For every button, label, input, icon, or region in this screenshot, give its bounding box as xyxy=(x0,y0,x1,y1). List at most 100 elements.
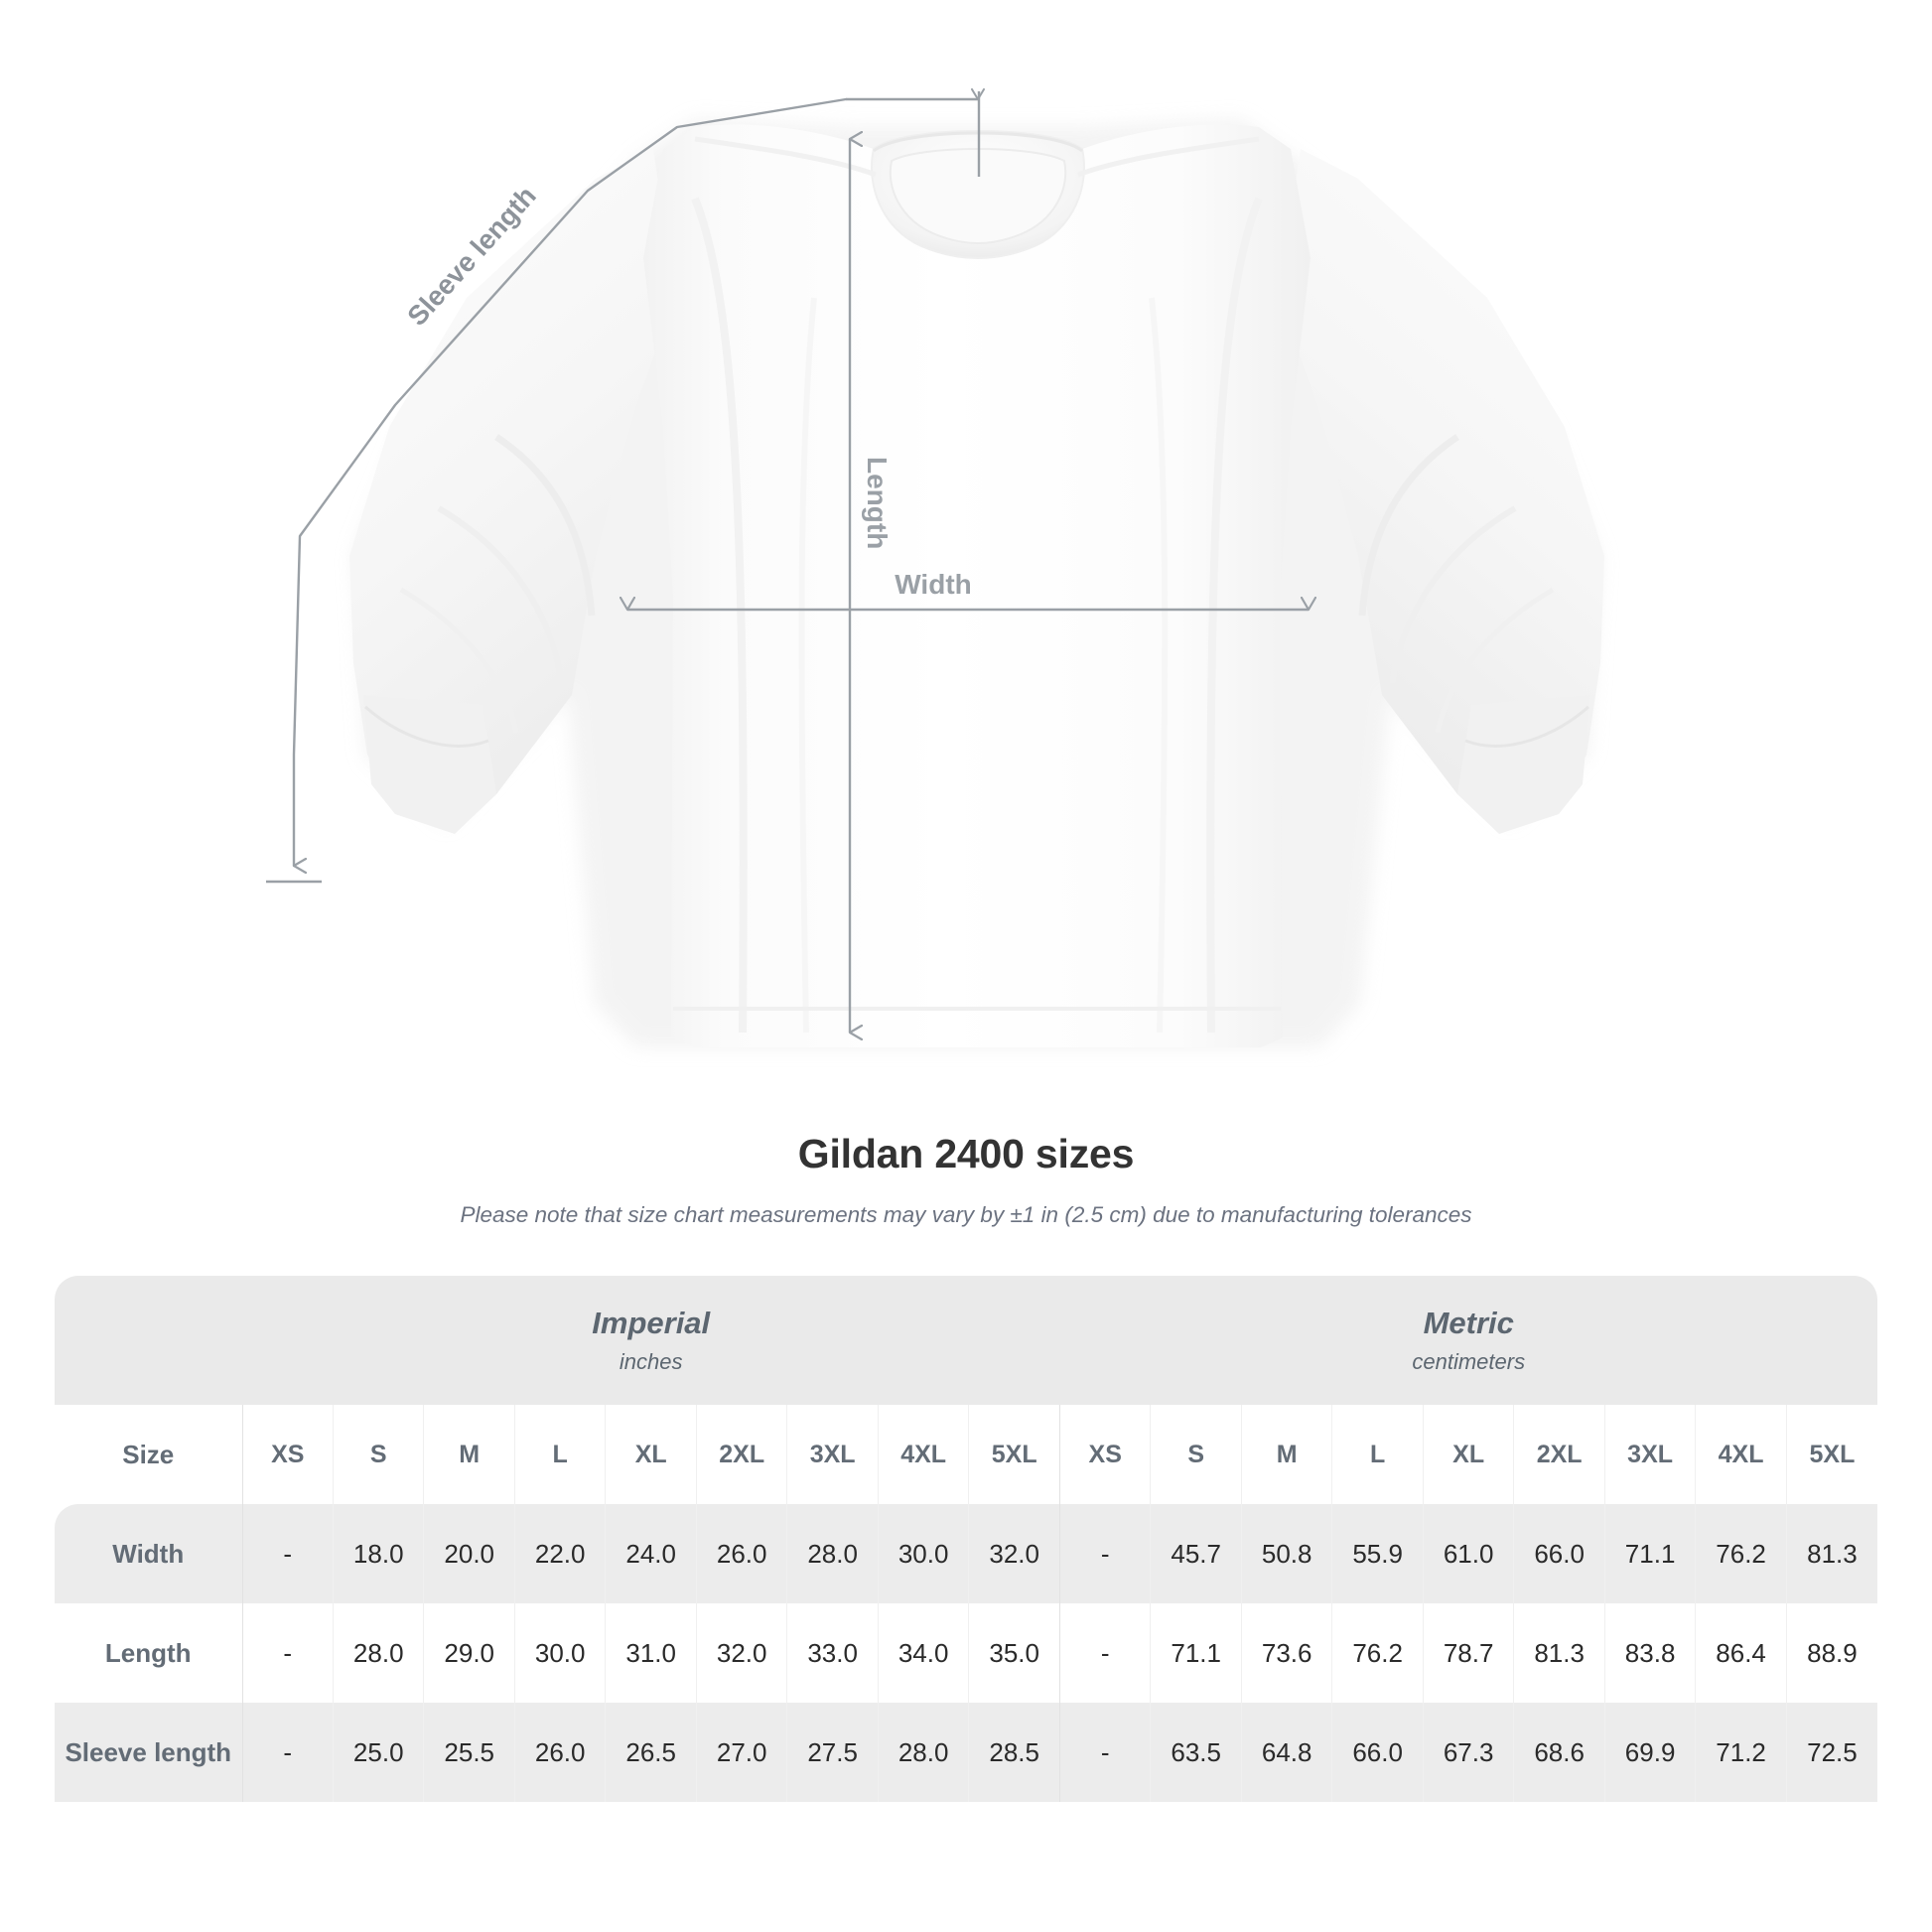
collar-inner xyxy=(889,148,1067,244)
cell-length-imperial-l: 30.0 xyxy=(513,1603,606,1703)
cell-width-imperial-xl: 24.0 xyxy=(605,1504,697,1603)
table-row-length: Length - 28.0 29.0 30.0 31.0 32.0 33.0 3… xyxy=(55,1603,1877,1703)
cell-sleeve-imperial-5xl: 28.5 xyxy=(968,1703,1060,1802)
cell-sleeve-metric-xl: 67.3 xyxy=(1422,1703,1514,1802)
right-cuff xyxy=(1457,695,1590,834)
page-title: Gildan 2400 sizes xyxy=(797,1131,1135,1176)
body-side-seam-left xyxy=(691,197,748,1034)
cell-width-imperial-3xl: 28.0 xyxy=(786,1504,879,1603)
cell-sleeve-imperial-l: 26.0 xyxy=(513,1703,606,1802)
length-measure: Length xyxy=(848,139,893,1033)
cell-width-metric-3xl: 71.1 xyxy=(1603,1504,1696,1603)
size-header-imperial-4xl: 4XL xyxy=(877,1405,969,1504)
cell-width-metric-xs: - xyxy=(1058,1504,1151,1603)
size-header-metric-2xl: 2XL xyxy=(1513,1405,1605,1504)
cell-sleeve-metric-2xl: 68.6 xyxy=(1513,1703,1605,1802)
cell-sleeve-metric-l: 66.0 xyxy=(1331,1703,1424,1802)
unit-header-metric-name: Metric xyxy=(1423,1305,1514,1340)
cell-length-imperial-5xl: 35.0 xyxy=(968,1603,1060,1703)
unit-header-spacer xyxy=(55,1276,242,1405)
cell-length-metric-5xl: 88.9 xyxy=(1785,1603,1877,1703)
cell-width-metric-5xl: 81.3 xyxy=(1785,1504,1877,1603)
size-header-imperial-5xl: 5XL xyxy=(968,1405,1060,1504)
unit-header-imperial: Imperial inches xyxy=(242,1276,1060,1405)
body-fold-2 xyxy=(1149,297,1169,1034)
right-sleeve-fold-1 xyxy=(1358,434,1459,617)
size-header-metric-m: M xyxy=(1240,1405,1332,1504)
cell-sleeve-metric-3xl: 69.9 xyxy=(1603,1703,1696,1802)
body-side-seam-right xyxy=(1206,197,1263,1034)
cell-width-imperial-5xl: 32.0 xyxy=(968,1504,1060,1603)
cell-sleeve-imperial-xl: 26.5 xyxy=(605,1703,697,1802)
size-header-imperial-l: L xyxy=(513,1405,606,1504)
cell-width-metric-s: 45.7 xyxy=(1150,1504,1242,1603)
cell-sleeve-metric-m: 64.8 xyxy=(1240,1703,1332,1802)
body-fold-1 xyxy=(798,297,817,1034)
cell-width-imperial-s: 18.0 xyxy=(332,1504,424,1603)
left-sleeve xyxy=(349,149,675,830)
size-header-metric-l: L xyxy=(1331,1405,1424,1504)
left-sleeve-fold-3 xyxy=(399,587,519,734)
cell-width-metric-l: 55.9 xyxy=(1331,1504,1424,1603)
size-header-row: Size XS S M L XL 2XL 3XL 4XL 5XL XS S M … xyxy=(55,1405,1877,1504)
left-sleeve-fold-2 xyxy=(437,505,565,684)
unit-header-row: Imperial inches Metric centimeters xyxy=(55,1276,1877,1405)
cell-length-metric-s: 71.1 xyxy=(1150,1603,1242,1703)
unit-header-imperial-sub: inches xyxy=(619,1348,683,1374)
cell-sleeve-imperial-m: 25.5 xyxy=(423,1703,515,1802)
table-row-width: Width - 18.0 20.0 22.0 24.0 26.0 28.0 30… xyxy=(55,1504,1877,1603)
width-label: Width xyxy=(895,569,972,600)
cell-length-metric-3xl: 83.8 xyxy=(1603,1603,1696,1703)
row-label-width: Width xyxy=(55,1504,242,1603)
right-sleeve-fold-2 xyxy=(1389,505,1517,684)
cell-sleeve-imperial-xs: - xyxy=(241,1703,334,1802)
unit-header-metric: Metric centimeters xyxy=(1059,1276,1877,1405)
row-label-sleeve-length: Sleeve length xyxy=(55,1703,242,1802)
cell-sleeve-imperial-s: 25.0 xyxy=(332,1703,424,1802)
cell-width-imperial-m: 20.0 xyxy=(423,1504,515,1603)
cell-width-imperial-l: 22.0 xyxy=(513,1504,606,1603)
right-sleeve xyxy=(1279,149,1604,830)
size-header-metric-5xl: 5XL xyxy=(1785,1405,1877,1504)
size-chart-table-wrapper: Imperial inches Metric centimeters Size … xyxy=(55,1276,1877,1802)
cell-sleeve-metric-5xl: 72.5 xyxy=(1785,1703,1877,1802)
page-subtitle: Please note that size chart measurements… xyxy=(460,1202,1472,1228)
size-header-imperial-2xl: 2XL xyxy=(695,1405,787,1504)
size-header-imperial-xl: XL xyxy=(605,1405,697,1504)
unit-header-metric-sub: centimeters xyxy=(1412,1348,1526,1374)
size-header-metric-4xl: 4XL xyxy=(1695,1405,1787,1504)
cell-sleeve-metric-4xl: 71.2 xyxy=(1695,1703,1787,1802)
cell-length-imperial-3xl: 33.0 xyxy=(786,1603,879,1703)
size-chart-table: Imperial inches Metric centimeters Size … xyxy=(55,1276,1877,1802)
cell-length-metric-l: 76.2 xyxy=(1331,1603,1424,1703)
cell-sleeve-metric-s: 63.5 xyxy=(1150,1703,1242,1802)
left-cuff xyxy=(363,695,496,834)
cell-length-metric-m: 73.6 xyxy=(1240,1603,1332,1703)
cell-length-imperial-2xl: 32.0 xyxy=(695,1603,787,1703)
row-label-length: Length xyxy=(55,1603,242,1703)
cell-length-imperial-xs: - xyxy=(241,1603,334,1703)
size-header-imperial-s: S xyxy=(332,1405,424,1504)
cell-length-imperial-s: 28.0 xyxy=(332,1603,424,1703)
cell-width-imperial-2xl: 26.0 xyxy=(695,1504,787,1603)
left-cuff-seam xyxy=(364,705,489,748)
garment-illustration: Sleeve length Length Width xyxy=(266,88,1604,1048)
cell-width-metric-4xl: 76.2 xyxy=(1695,1504,1787,1603)
size-header-imperial-3xl: 3XL xyxy=(786,1405,879,1504)
cell-sleeve-imperial-4xl: 28.0 xyxy=(877,1703,969,1802)
width-measure: Width xyxy=(627,569,1309,612)
cell-sleeve-imperial-2xl: 27.0 xyxy=(695,1703,787,1802)
size-header-metric-s: S xyxy=(1150,1405,1242,1504)
unit-header-imperial-name: Imperial xyxy=(592,1305,711,1340)
garment-svg: Sleeve length Length Width xyxy=(266,88,1604,1048)
cell-length-metric-2xl: 81.3 xyxy=(1513,1603,1605,1703)
cell-sleeve-metric-xs: - xyxy=(1058,1703,1151,1802)
size-header-imperial-xs: XS xyxy=(241,1405,334,1504)
cell-length-imperial-m: 29.0 xyxy=(423,1603,515,1703)
cell-width-metric-m: 50.8 xyxy=(1240,1504,1332,1603)
cell-width-metric-2xl: 66.0 xyxy=(1513,1504,1605,1603)
cell-width-imperial-xs: - xyxy=(241,1504,334,1603)
right-cuff-seam xyxy=(1464,705,1589,748)
size-header-metric-xl: XL xyxy=(1422,1405,1514,1504)
